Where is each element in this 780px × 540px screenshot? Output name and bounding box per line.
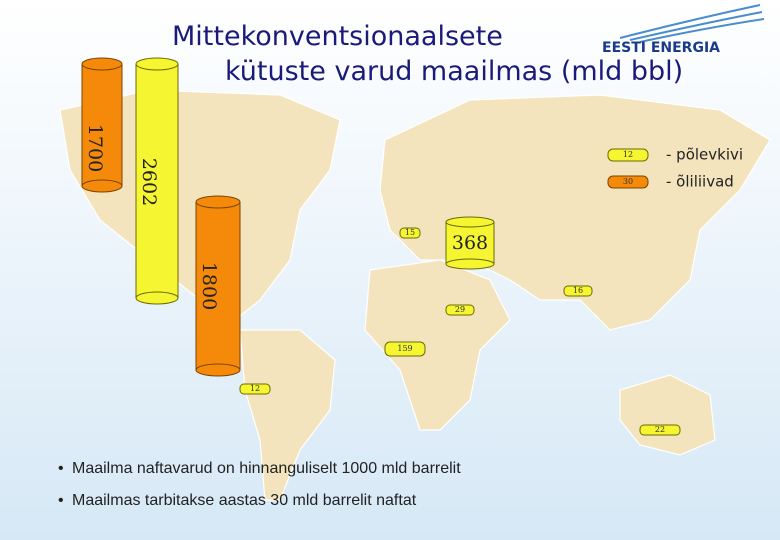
map-label: 12 bbox=[250, 384, 260, 393]
cylinder-label: 368 bbox=[452, 232, 488, 254]
bullet: • bbox=[58, 460, 64, 477]
map-label: 29 bbox=[455, 305, 465, 314]
cylinder: 368 bbox=[445, 216, 495, 270]
bullet-text: Maailmas tarbitakse aastas 30 mld barrel… bbox=[72, 492, 417, 509]
legend-label: - õliliivad bbox=[666, 173, 734, 191]
logo-text: EESTI ENERGIA bbox=[602, 40, 720, 56]
legend-item: 30 - õliliivad bbox=[607, 173, 734, 191]
title: Mittekonventsionaalsete bbox=[172, 21, 503, 52]
legend-value: 12 bbox=[623, 150, 633, 159]
map-marker: 29 bbox=[445, 304, 475, 316]
map-marker: 15 bbox=[399, 227, 421, 239]
map-marker: 16 bbox=[563, 285, 593, 297]
legend-value: 30 bbox=[623, 177, 633, 186]
bullet-text: Maailma naftavarud on hinnanguliselt 100… bbox=[72, 460, 461, 477]
legend-label: - põlevkivi bbox=[666, 146, 743, 164]
cylinder-label: 2602 bbox=[138, 158, 160, 206]
bullet: • bbox=[58, 492, 64, 509]
map-label: 16 bbox=[573, 286, 583, 295]
cylinder-label: 1800 bbox=[198, 262, 220, 310]
cylinder: 1700 bbox=[81, 57, 123, 193]
map-label: 22 bbox=[655, 425, 665, 434]
map-marker: 159 bbox=[384, 341, 426, 357]
map-marker: 12 bbox=[239, 383, 271, 395]
map-label: 15 bbox=[405, 228, 415, 237]
cylinder: 1800 bbox=[195, 195, 241, 377]
map-marker: 22 bbox=[639, 424, 681, 436]
title: kütuste varud maailmas (mld bbl) bbox=[225, 56, 683, 87]
cylinder: 2602 bbox=[135, 57, 179, 305]
logo: EESTI ENERGIA bbox=[602, 4, 765, 56]
map-label: 159 bbox=[397, 344, 412, 353]
legend-item: 12 - põlevkivi bbox=[607, 146, 743, 164]
cylinder-label: 1700 bbox=[84, 124, 106, 172]
